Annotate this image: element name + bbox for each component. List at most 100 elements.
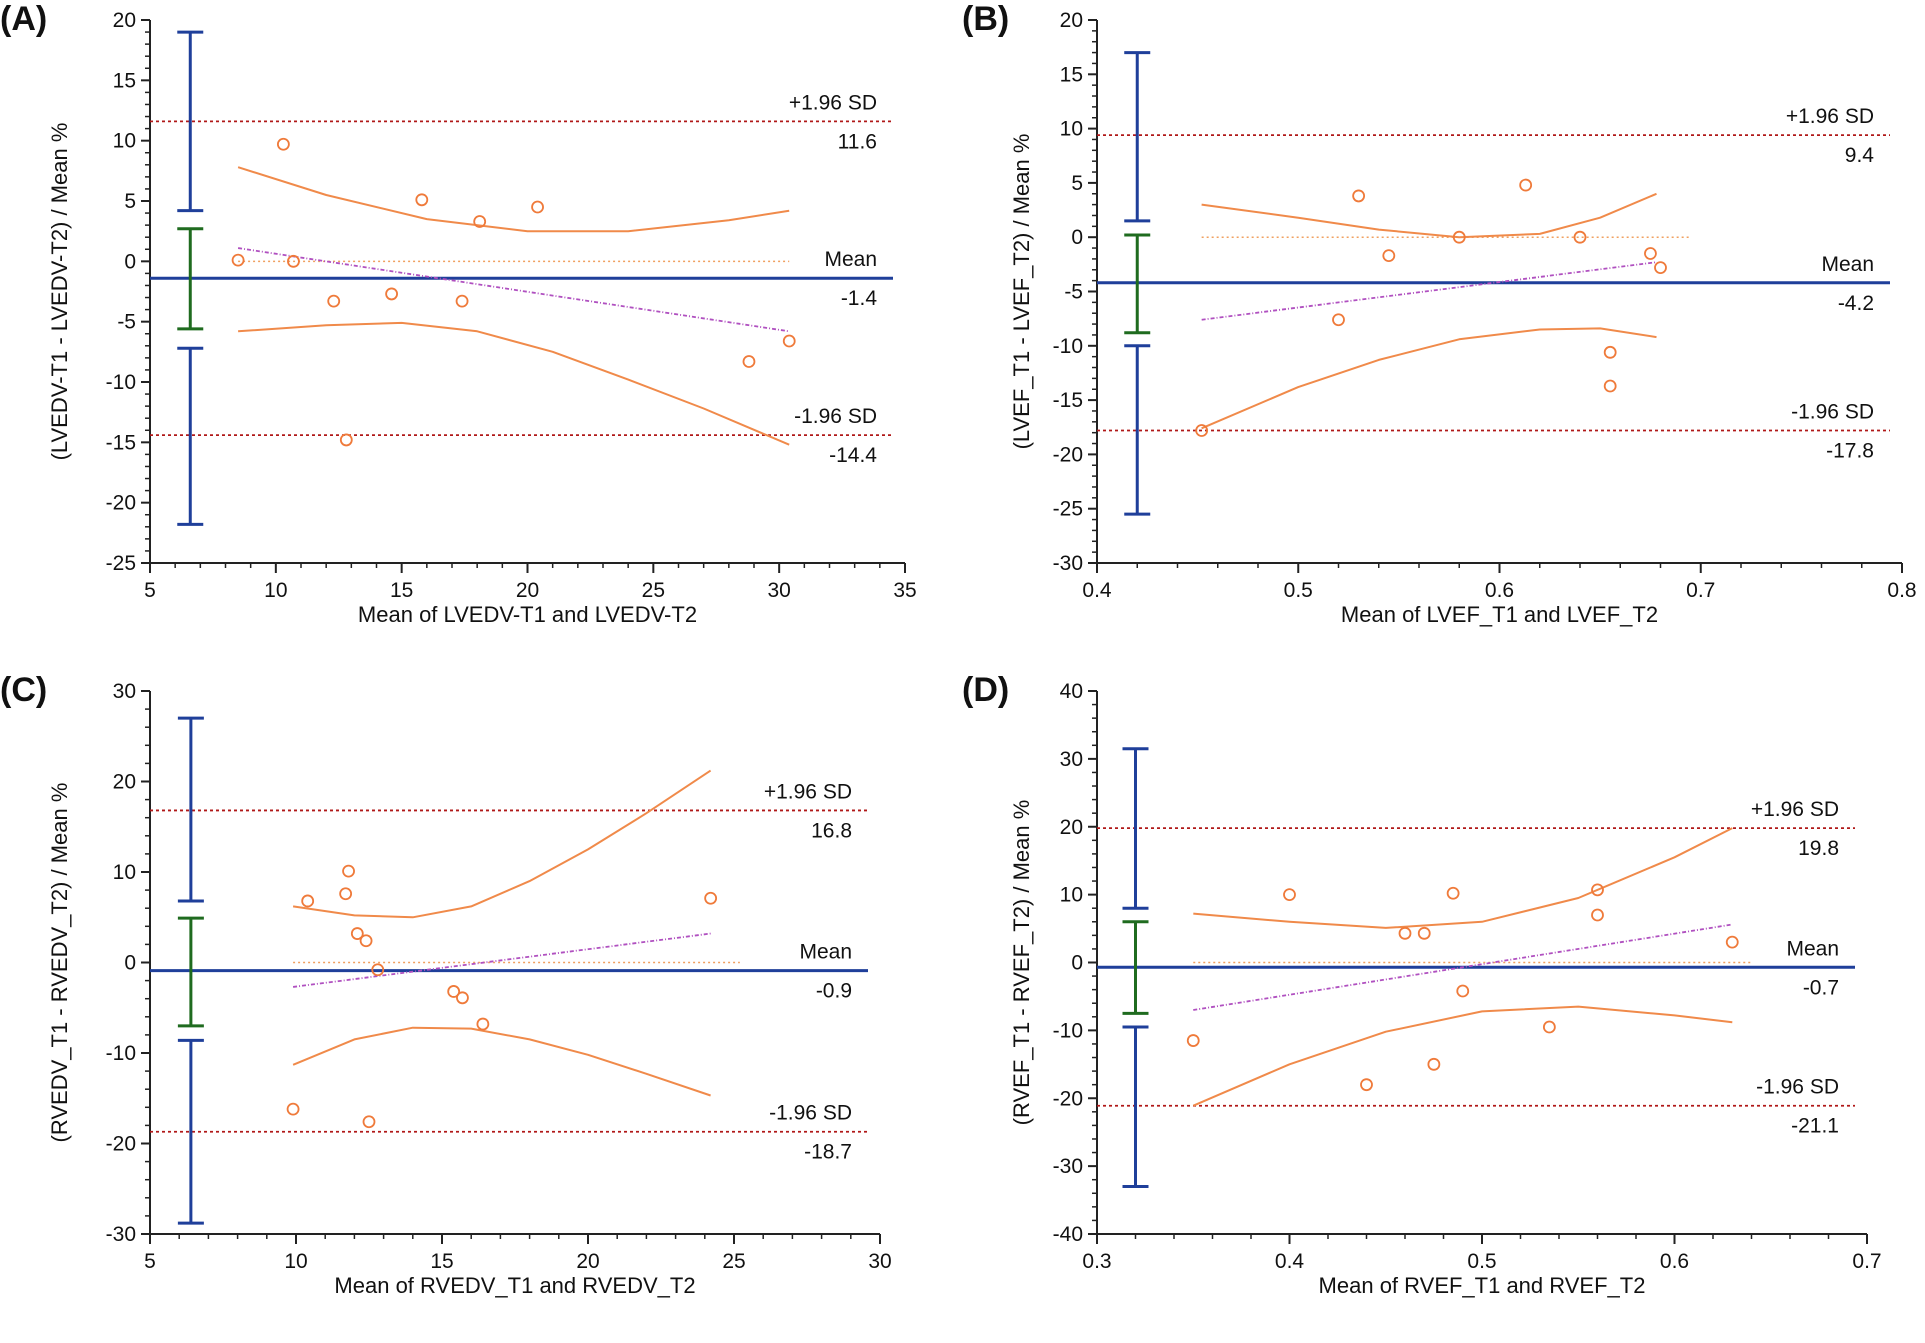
x-axis-label: Mean of RVEF_T1 and RVEF_T2	[1319, 1273, 1646, 1298]
mean-ci-whisker	[177, 227, 204, 331]
mean-label: Mean	[1821, 253, 1874, 276]
x-tick-label: 35	[893, 579, 916, 602]
data-point	[1195, 424, 1209, 437]
x-tick-label: 30	[868, 1250, 891, 1273]
y-axis-label: (RVEDV_T1 - RVEDV_T2) / Mean %	[47, 783, 72, 1143]
y-tick-label: 15	[1060, 63, 1083, 86]
lower-limit-value: -21.1	[1791, 1115, 1839, 1138]
data-point	[362, 1115, 376, 1129]
panel-c: -30 -20 -10 0 10 20 30 5 10 15 20 25 30 Mean of RVEDV…	[0, 671, 962, 1342]
y-tick-label: 20	[113, 771, 136, 794]
mean-ci-whisker	[1122, 920, 1149, 1015]
data-point	[1603, 345, 1617, 359]
lower-ci-whisker	[1122, 1025, 1149, 1188]
bland-altman-chart-b: -30 -25 -20 -15 -10 -5 0 5 10 15 20 0.4 0.5 0.6 0.7 0.8…	[1009, 9, 1917, 627]
y-tick-label: 20	[1060, 816, 1083, 839]
x-tick-label: 15	[430, 1250, 453, 1273]
y-tick-label: 20	[113, 9, 136, 32]
y-tick-label: 5	[1071, 172, 1083, 195]
x-tick-label: 5	[144, 579, 156, 602]
panel-d: -40 -30 -20 -10 0 10 20 30 40 0.3 0.4 0.5 0.6 0.7 Mean…	[962, 671, 1924, 1342]
x-tick-label: 0.8	[1887, 579, 1916, 602]
y-tick-label: 30	[113, 680, 136, 703]
y-tick-label: -40	[1053, 1223, 1083, 1246]
upper-ci-whisker	[1124, 51, 1151, 223]
y-tick-label: -30	[1053, 1155, 1083, 1178]
y-tick-label: 10	[1060, 118, 1083, 141]
y-tick-label: 10	[1060, 884, 1083, 907]
data-point	[231, 253, 245, 267]
x-tick-label: 0.4	[1082, 579, 1112, 602]
lower-limit-value: -14.4	[829, 444, 877, 467]
y-tick-label: -5	[1064, 281, 1083, 304]
panel-b: -30 -25 -20 -15 -10 -5 0 5 10 15 20 0.4 0.5 0.6 0.7 0.8…	[962, 0, 1924, 671]
y-tick-label: -30	[1053, 552, 1083, 575]
mean-value: -4.2	[1838, 292, 1874, 315]
data-point	[327, 294, 341, 308]
lower-ci-whisker	[1124, 344, 1151, 516]
upper-ci-whisker	[177, 716, 204, 903]
mean-label: Mean	[824, 248, 877, 271]
data-point	[1382, 249, 1396, 263]
data-point	[447, 985, 461, 998]
data-point	[742, 355, 756, 368]
data-point	[286, 1102, 300, 1116]
x-axis-label: Mean of LVEF_T1 and LVEF_T2	[1341, 602, 1658, 627]
y-tick-label: -10	[106, 1042, 136, 1065]
y-tick-label: 10	[113, 130, 136, 153]
x-axis-label: Mean of RVEDV_T1 and RVEDV_T2	[334, 1273, 695, 1298]
lower-limit-value: -18.7	[804, 1141, 852, 1164]
lower-limit-value: -17.8	[1826, 440, 1874, 463]
y-tick-label: 0	[124, 952, 136, 975]
upper-limit-value: 19.8	[1798, 837, 1839, 860]
panel-label: (D)	[962, 671, 1010, 709]
ci-lower-curve	[238, 321, 790, 446]
data-point	[476, 1017, 490, 1031]
data-point	[1332, 313, 1345, 327]
y-tick-label: -20	[106, 492, 136, 515]
data-point	[342, 864, 355, 878]
ci-upper-curve	[1193, 827, 1733, 929]
data-point	[1452, 230, 1466, 244]
data-point	[473, 215, 487, 228]
mean-value: -0.7	[1803, 976, 1839, 999]
x-axis-label: Mean of LVEDV-T1 and LVEDV-T2	[358, 602, 697, 627]
x-tick-label: 0.6	[1485, 579, 1514, 602]
regression-line	[1201, 261, 1657, 321]
x-tick-label: 15	[390, 579, 413, 602]
data-point	[704, 891, 718, 905]
bland-altman-chart-a: -25 -20 -15 -10 -5 0 5 10 15 20 5 10 15 20 25 30 35 Mean …	[47, 9, 917, 627]
data-point	[1398, 926, 1412, 940]
panel-a: -25 -20 -15 -10 -5 0 5 10 15 20 5 10 15 20 25 30 35 Mean …	[0, 0, 962, 671]
y-tick-label: 0	[1071, 226, 1083, 249]
regression-line	[292, 932, 711, 988]
y-tick-label: -10	[1053, 335, 1083, 358]
y-axis-label: (LVEDV-T1 - LVEDV-T2) / Mean %	[47, 123, 72, 461]
ci-upper-curve	[292, 769, 712, 919]
y-tick-label: -25	[106, 552, 136, 575]
mean-value: -0.9	[816, 980, 852, 1003]
x-tick-label: 0.6	[1660, 1250, 1689, 1273]
bland-altman-chart-c: -30 -20 -10 0 10 20 30 5 10 15 20 25 30 Mean of RVEDV…	[47, 680, 892, 1298]
lower-ci-whisker	[177, 1038, 204, 1225]
data-point	[359, 934, 373, 948]
data-point	[415, 193, 429, 207]
x-tick-label: 5	[144, 1250, 156, 1273]
data-point	[339, 887, 353, 901]
upper-limit-value: 9.4	[1845, 144, 1875, 167]
y-tick-label: -15	[106, 431, 136, 454]
regression-line	[237, 247, 790, 333]
y-tick-label: 0	[1071, 952, 1083, 975]
data-point	[276, 137, 290, 151]
upper-ci-whisker	[177, 30, 204, 213]
data-point	[1654, 261, 1667, 275]
data-point	[371, 963, 385, 977]
upper-limit-label: +1.96 SD	[789, 91, 877, 114]
y-tick-label: -20	[106, 1133, 136, 1156]
data-point	[1542, 1020, 1556, 1034]
x-tick-label: 0.4	[1275, 1250, 1305, 1273]
y-tick-label: 15	[113, 69, 136, 92]
data-point	[1603, 379, 1617, 393]
y-tick-label: -30	[106, 1223, 136, 1246]
data-point	[1573, 230, 1587, 244]
